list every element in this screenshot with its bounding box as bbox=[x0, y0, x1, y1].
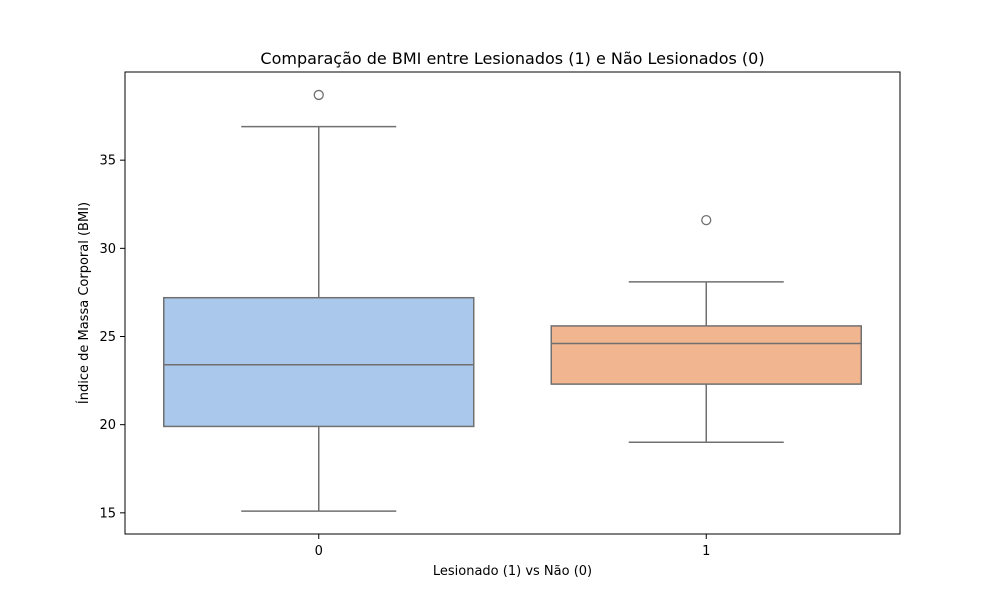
y-tick-label: 30 bbox=[99, 242, 116, 257]
outlier-point bbox=[313, 89, 324, 101]
plot-frame bbox=[124, 71, 901, 535]
box-iqr bbox=[550, 325, 862, 385]
y-tick-label: 25 bbox=[99, 330, 116, 345]
chart-title: Comparação de BMI entre Lesionados (1) e… bbox=[260, 49, 764, 68]
x-tick-label: 1 bbox=[702, 544, 710, 559]
x-axis-label: Lesionado (1) vs Não (0) bbox=[433, 564, 592, 579]
axes: 15 20 25 30 35 0 1 bbox=[99, 154, 710, 559]
y-tick-label: 35 bbox=[99, 154, 116, 169]
x-tick-label: 0 bbox=[315, 544, 323, 559]
plot-area bbox=[163, 89, 862, 512]
box-group-1 bbox=[550, 214, 862, 444]
y-tick-label: 20 bbox=[99, 418, 116, 433]
y-axis-label: Índice de Massa Corporal (BMI) bbox=[76, 202, 92, 404]
outlier-point bbox=[701, 214, 712, 226]
box-iqr bbox=[163, 296, 475, 428]
y-tick-label: 15 bbox=[99, 506, 116, 521]
box-group-0 bbox=[163, 89, 475, 512]
